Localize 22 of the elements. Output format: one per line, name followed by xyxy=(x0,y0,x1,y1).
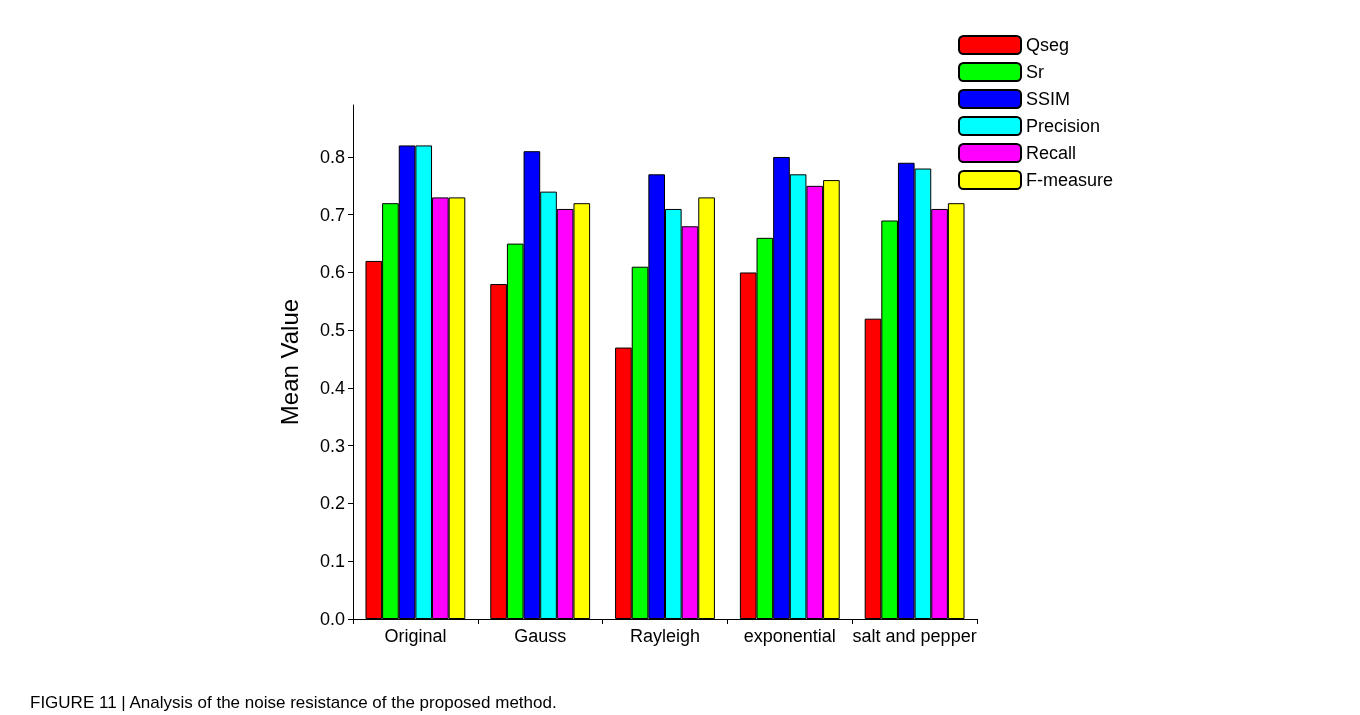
x-tick-label: salt and pepper xyxy=(852,626,977,646)
x-tick-label: Gauss xyxy=(514,626,567,646)
y-axis-title: Mean Value xyxy=(275,298,303,426)
legend-label: Precision xyxy=(1026,116,1101,136)
y-tick-label: 0.6 xyxy=(319,262,345,283)
y-tick-label: 0.7 xyxy=(319,204,345,225)
y-tick-label: 0.4 xyxy=(319,377,345,398)
caption: FIGURE 11 | Analysis of the noise resistance of the proposed method. xyxy=(30,693,557,712)
legend-label: Sr xyxy=(1026,62,1045,82)
y-tick-label: 0.8 xyxy=(319,146,345,167)
x-tick-label: Original xyxy=(384,626,447,646)
legend-label: Recall xyxy=(1026,143,1077,163)
y-tick-label: 0.5 xyxy=(319,320,345,341)
legend-label: Qseg xyxy=(1026,35,1070,55)
y-tick-label: 0.2 xyxy=(319,493,345,514)
y-tick-label: 0.0 xyxy=(319,609,345,629)
y-tick-label: 0.3 xyxy=(319,435,345,456)
x-tick-label: Rayleigh xyxy=(629,626,701,646)
y-tick-label: 0.1 xyxy=(319,551,345,572)
x-tick-label: exponential xyxy=(743,626,836,646)
legend-label: F-measure xyxy=(1026,170,1114,190)
legend-label: SSIM xyxy=(1026,89,1071,109)
